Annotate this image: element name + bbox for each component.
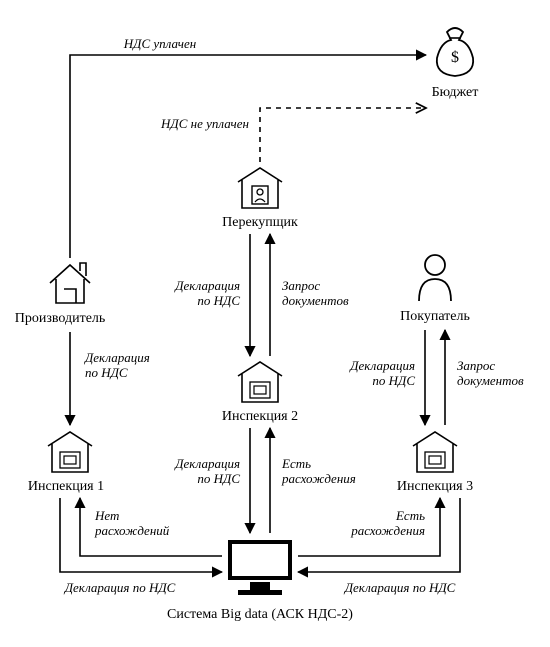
reseller-icon [238, 168, 282, 208]
edge-buyer-insp3-left: Декларацияпо НДС [348, 358, 415, 388]
reseller-label: Перекупщик [222, 215, 298, 230]
inspection2-icon [238, 362, 282, 402]
budget-label: Бюджет [432, 85, 479, 100]
svg-text:$: $ [451, 49, 459, 66]
edge-insp2-big-left: Декларацияпо НДС [173, 456, 240, 486]
inspection3-icon [413, 432, 457, 472]
insp3-label: Инспекция 3 [397, 479, 473, 494]
insp2-label: Инспекция 2 [222, 409, 298, 424]
producer-label: Производитель [15, 311, 106, 326]
edge-buyer-insp3-right: Запросдокументов [457, 358, 524, 388]
insp1-label: Инспекция 1 [28, 479, 104, 494]
bigdata-icon [228, 540, 292, 595]
edge-insp1-big-decl: Декларация по НДС [63, 580, 176, 595]
edge-vat-unpaid-label: НДС не уплачен [160, 116, 249, 131]
edge-insp3-big-disc: Естьрасхождения [350, 508, 425, 538]
edge-vat-unpaid [260, 108, 426, 162]
edge-res-insp2-right: Запросдокументов [282, 278, 349, 308]
moneybag-icon: $ [437, 28, 473, 76]
edge-prod-insp1-l1: Декларацияпо НДС [83, 350, 150, 380]
buyer-icon [419, 255, 451, 301]
edge-insp2-big-right: Естьрасхождения [281, 456, 356, 486]
edge-insp1-big-nodisc: Нетрасхождений [94, 508, 170, 538]
bigdata-label: Система Big data (АСК НДС-2) [167, 607, 353, 622]
edge-res-insp2-left: Декларацияпо НДС [173, 278, 240, 308]
edge-insp3-big-decl: Декларация по НДС [343, 580, 456, 595]
inspection1-icon [48, 432, 92, 472]
edge-vat-paid-label: НДС уплачен [123, 36, 196, 51]
flow-diagram: $ Производитель Перекупщик Покупатель Бю… [0, 0, 550, 647]
buyer-label: Покупатель [400, 309, 470, 324]
producer-icon [50, 263, 90, 303]
